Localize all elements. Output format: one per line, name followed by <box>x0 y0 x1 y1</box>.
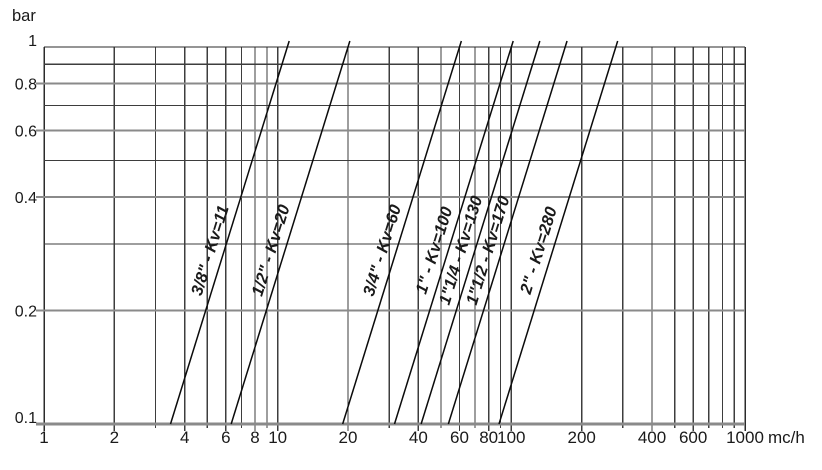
x-tick-label-1: 1 <box>39 428 48 447</box>
y-tick-label-0.2: 0.2 <box>15 304 37 321</box>
kv-line-2 <box>341 40 463 425</box>
x-tick-label-600: 600 <box>679 428 707 447</box>
kv-line-3 <box>393 40 514 425</box>
kv-line-label-2: 3/4" - Kv=60 <box>360 202 405 298</box>
kv-line-1 <box>230 40 351 425</box>
y-tick-label-0.6: 0.6 <box>15 124 37 141</box>
x-tick-label-400: 400 <box>638 428 666 447</box>
x-tick-label-60: 60 <box>450 428 469 447</box>
x-tick-label-200: 200 <box>567 428 595 447</box>
x-tick-label-40: 40 <box>409 428 428 447</box>
x-tick-label-4: 4 <box>180 428 189 447</box>
kv-line-0 <box>169 40 290 425</box>
y-tick-label-0.8: 0.8 <box>15 77 37 94</box>
x-tick-label-2: 2 <box>110 428 119 447</box>
x-tick-label-6: 6 <box>221 428 230 447</box>
x-tick-label-100: 100 <box>497 428 525 447</box>
kv-line-6 <box>498 40 619 425</box>
x-tick-label-1000: 1000 <box>726 428 764 447</box>
kv-line-5 <box>447 40 568 425</box>
y-tick-label-1: 1 <box>28 33 37 50</box>
kv-line-label-6: 2" - Kv=280 <box>517 204 561 297</box>
y-tick-label-0.1: 0.1 <box>15 410 37 427</box>
x-tick-label-80: 80 <box>479 428 498 447</box>
y-tick-label-0.4: 0.4 <box>15 190 37 207</box>
x-unit-label: mc/h <box>768 428 805 447</box>
kv-line-4 <box>420 40 541 425</box>
x-tick-label-20: 20 <box>339 428 358 447</box>
x-tick-label-10: 10 <box>268 428 287 447</box>
y-unit-label: bar <box>12 7 36 25</box>
x-tick-label-8: 8 <box>250 428 259 447</box>
